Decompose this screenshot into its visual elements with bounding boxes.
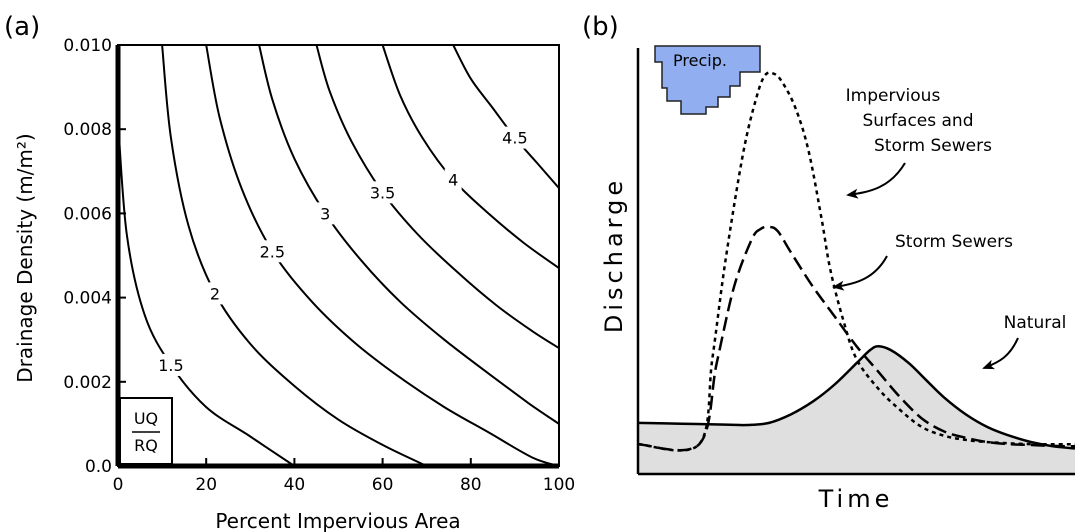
x-ticks-a: 0 20 40 60 80 100 <box>113 458 575 495</box>
contour-label-bg <box>316 202 334 225</box>
panel-b-letter: (b) <box>582 12 619 42</box>
contour-label: 3 <box>320 204 330 223</box>
precip-label: Precip. <box>673 51 727 70</box>
y-tick-label: 0.006 <box>63 204 112 224</box>
natural-arrow <box>982 337 1019 370</box>
storm-sewers-arrow <box>832 255 888 291</box>
x-axis-title-b: Time <box>818 485 894 513</box>
impervious-arrow <box>846 162 906 199</box>
contour-label-bg <box>365 181 401 204</box>
contour-lines <box>117 44 560 467</box>
y-tick-label: 0.004 <box>63 289 112 309</box>
x-tick-label: 40 <box>284 475 306 495</box>
ratio-denominator: RQ <box>134 436 158 455</box>
precip-hyetograph: Precip. <box>654 45 761 115</box>
panel-a: (a) 1.5 2 2.5 3 3.5 4 4.5 0 20 40 60 80 100 0.0 0.00… <box>4 12 575 532</box>
y-tick-label: 0.010 <box>63 36 112 56</box>
y-tick-label: 0.002 <box>63 373 112 393</box>
natural-label: Natural <box>1004 313 1067 333</box>
contour-label: 2.5 <box>260 242 285 261</box>
x-tick-label: 80 <box>460 475 482 495</box>
natural-hydrograph-line <box>637 344 1075 450</box>
panel-b: (b) Precip. Discharge Time Impervious Su… <box>582 12 1075 513</box>
x-tick-label: 20 <box>195 475 217 495</box>
y-axis-title-a: Drainage Density (m/m²) <box>13 133 37 382</box>
contour-label-bg <box>497 126 533 149</box>
contour-label: 4 <box>448 171 458 190</box>
ratio-legend-box: UQ RQ <box>119 397 173 465</box>
storm-sewers-label: Storm Sewers <box>895 232 1013 252</box>
contour-label: 1.5 <box>158 356 183 375</box>
contour-labels: 1.5 2 2.5 3 3.5 4 4.5 <box>153 126 533 376</box>
y-ticks-a: 0.0 0.002 0.004 0.006 0.008 0.010 <box>63 36 126 477</box>
contour-label-bg <box>254 240 290 263</box>
impervious-label-line-2: Surfaces and <box>862 111 973 131</box>
panel-a-letter: (a) <box>4 12 40 42</box>
x-tick-label: 60 <box>372 475 394 495</box>
contour-label-bg <box>153 353 189 376</box>
contour-line-3-5 <box>315 44 560 349</box>
contour-label: 2 <box>210 284 220 303</box>
y-axis-title-b: Discharge <box>600 177 628 333</box>
natural-area-fill <box>638 346 1075 474</box>
impervious-hydrograph-line <box>637 71 1075 452</box>
x-tick-label: 0 <box>113 475 124 495</box>
impervious-label-line-3: Storm Sewers <box>874 136 992 156</box>
x-axis-title-a: Percent Impervious Area <box>215 509 460 532</box>
contour-line-2 <box>161 44 428 467</box>
y-tick-label: 0.0 <box>85 457 112 477</box>
contour-label: 3.5 <box>370 183 395 202</box>
impervious-label-line-1: Impervious <box>846 86 941 106</box>
contour-label-bg <box>444 168 462 191</box>
contour-label: 4.5 <box>502 129 527 148</box>
y-tick-label: 0.008 <box>63 120 112 140</box>
contour-line-2-5 <box>205 44 560 467</box>
contour-label-bg <box>206 282 224 305</box>
contour-line-3 <box>258 44 560 425</box>
ratio-numerator: UQ <box>134 409 158 428</box>
x-tick-label: 100 <box>543 475 575 495</box>
contour-line-4-5 <box>452 44 560 189</box>
